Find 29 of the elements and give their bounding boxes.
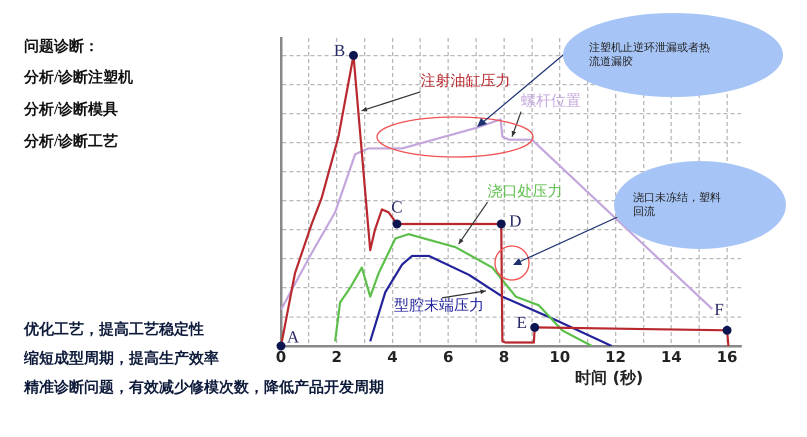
x-tick-label: 4 — [387, 348, 398, 366]
x-tick-label: 6 — [443, 348, 454, 366]
annotation: D — [509, 211, 522, 230]
annotation: E — [516, 312, 527, 332]
annotation: A — [286, 327, 300, 346]
annotation: 浇口未冻结，塑料回流 — [633, 191, 722, 219]
x-tick-label: 8 — [498, 348, 510, 366]
speech-bubble: 浇口未冻结，塑料回流 — [614, 161, 786, 249]
text: 分析/诊断模具 — [24, 100, 118, 119]
x-tick-label: 10 — [549, 348, 570, 366]
x-tick-label: 16 — [716, 348, 738, 366]
annotation: C — [391, 197, 403, 216]
annotation: F — [714, 300, 724, 319]
text: 分析/诊断工艺 — [24, 132, 118, 151]
annotation: 注塑机止逆环泄漏或者热流道漏胶 — [589, 41, 711, 69]
text: 精准诊断问题，有效减少修模次数，降低产品开发周期 — [24, 378, 384, 397]
x-tick-label: 14 — [660, 348, 682, 366]
text: 浇口处压力 — [488, 182, 563, 200]
text: 注射油缸压力 — [420, 72, 511, 90]
x-axis-title: 时间 (秒) — [575, 368, 644, 389]
text: 优化工艺，提高工艺稳定性 — [24, 320, 204, 339]
x-tick-label: 0 — [276, 348, 286, 366]
x-tick-label: 2 — [332, 348, 342, 366]
text: 分析/诊断注塑机 — [24, 68, 134, 87]
text: 问题诊断： — [24, 37, 99, 56]
x-tick-label: 12 — [605, 348, 626, 366]
series-label: 型腔末端压力 — [394, 296, 484, 314]
annotation: B — [334, 40, 346, 60]
text: 缩短成型周期，提高生产效率 — [24, 349, 219, 368]
